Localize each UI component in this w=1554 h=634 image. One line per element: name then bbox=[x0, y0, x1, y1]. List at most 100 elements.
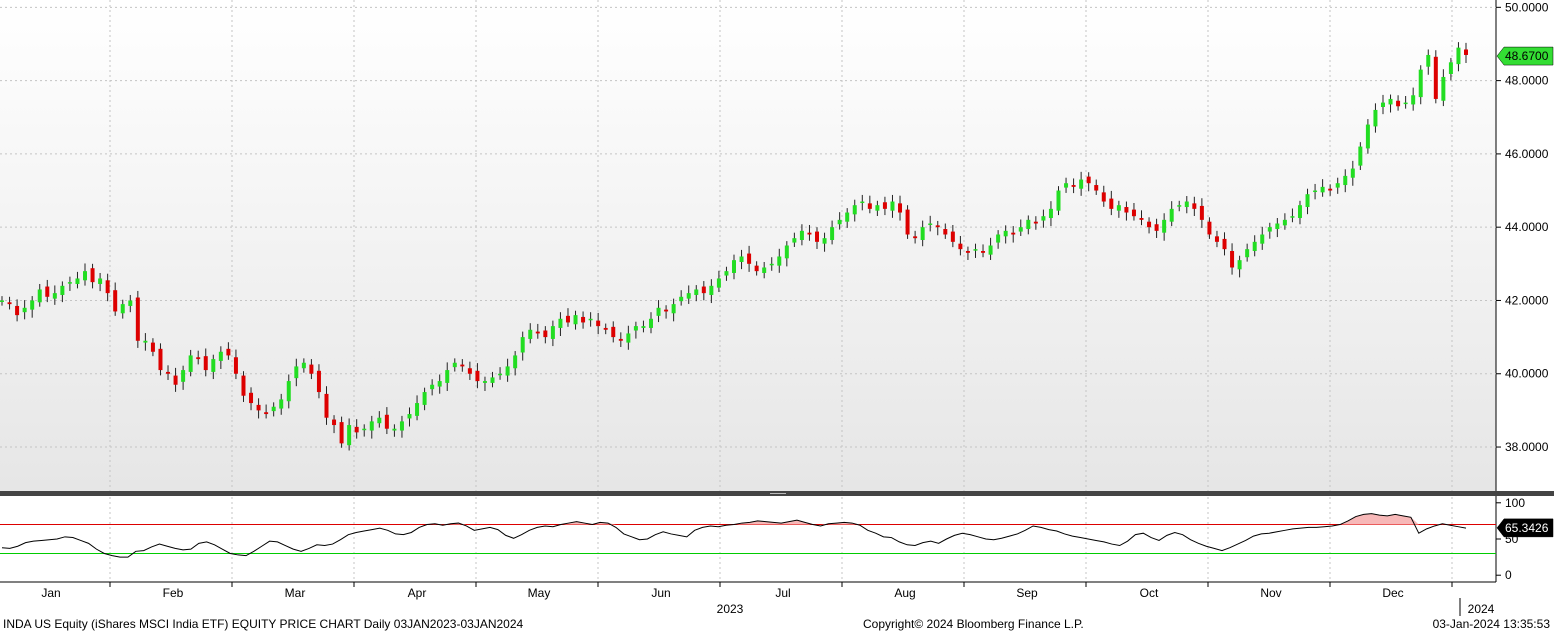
candle-body bbox=[1048, 208, 1053, 219]
candle-body bbox=[226, 348, 231, 356]
candle-body bbox=[105, 280, 110, 294]
candle-body bbox=[799, 230, 804, 241]
candle-body bbox=[279, 399, 284, 409]
candle-body bbox=[362, 428, 367, 431]
candle-body bbox=[641, 326, 646, 328]
candle-body bbox=[648, 318, 653, 328]
candle-body bbox=[309, 364, 314, 374]
candle-body bbox=[1086, 176, 1091, 184]
candle-body bbox=[30, 300, 35, 310]
candle-body bbox=[271, 406, 276, 412]
candle-body bbox=[1388, 98, 1393, 105]
rsi-group bbox=[0, 513, 1496, 558]
last-value-badges: 48.6700 65.3426 bbox=[1496, 46, 1554, 538]
candle-body bbox=[233, 357, 238, 374]
candle-body bbox=[241, 375, 246, 396]
candle-body bbox=[694, 289, 699, 295]
last-rsi-label: 65.3426 bbox=[1505, 521, 1549, 535]
candle-body bbox=[1320, 186, 1325, 193]
candles-group bbox=[0, 42, 1468, 451]
candle-body bbox=[407, 414, 412, 419]
candle-body bbox=[1396, 100, 1401, 107]
candle-body bbox=[618, 338, 623, 341]
candle-body bbox=[430, 384, 435, 390]
candle-body bbox=[1131, 209, 1136, 217]
candle-body bbox=[475, 370, 480, 382]
candle-body bbox=[60, 285, 65, 295]
candle-body bbox=[203, 356, 208, 371]
candle-body bbox=[1433, 56, 1438, 99]
candle-body bbox=[256, 404, 261, 411]
candle-body bbox=[1162, 219, 1167, 233]
candle-body bbox=[905, 209, 910, 235]
candle-body bbox=[498, 373, 503, 376]
rsi-panel-background bbox=[0, 497, 1496, 581]
month-label: Oct bbox=[1140, 586, 1159, 600]
candle-body bbox=[1184, 201, 1189, 208]
candle-body bbox=[264, 412, 269, 415]
candle-body bbox=[75, 278, 80, 284]
candle-body bbox=[1448, 62, 1453, 75]
candle-body bbox=[777, 256, 782, 266]
candle-body bbox=[898, 203, 903, 213]
candle-body bbox=[1267, 227, 1272, 232]
candle-body bbox=[384, 414, 389, 429]
price-tick-label: 46.0000 bbox=[1505, 147, 1549, 161]
candle-body bbox=[543, 330, 548, 338]
month-label: Aug bbox=[894, 586, 915, 600]
next-year-label: 2024 bbox=[1468, 602, 1495, 616]
rsi-overbought-fill bbox=[560, 521, 593, 525]
candle-body bbox=[1365, 124, 1370, 149]
candle-body bbox=[392, 428, 397, 431]
candle-body bbox=[1071, 185, 1076, 187]
candle-body bbox=[739, 256, 744, 262]
candle-body bbox=[1418, 69, 1423, 98]
candle-body bbox=[1403, 102, 1408, 105]
candle-body bbox=[875, 205, 880, 211]
candle-body bbox=[452, 362, 457, 368]
rsi-line bbox=[1, 513, 1467, 558]
price-tick-label: 42.0000 bbox=[1505, 293, 1549, 307]
candle-body bbox=[701, 286, 706, 294]
candle-body bbox=[316, 370, 321, 393]
candle-body bbox=[1335, 183, 1340, 188]
candle-body bbox=[965, 250, 970, 253]
candle-body bbox=[769, 263, 774, 266]
candle-body bbox=[845, 212, 850, 222]
candle-body bbox=[1282, 219, 1287, 226]
month-label: Mar bbox=[285, 586, 306, 600]
candle-body bbox=[724, 271, 729, 276]
candle-body bbox=[1003, 230, 1008, 237]
candle-body bbox=[1290, 216, 1295, 218]
candle-body bbox=[1116, 205, 1121, 211]
candle-body bbox=[550, 326, 555, 339]
candle-body bbox=[784, 245, 789, 259]
rsi-tick-label: 0 bbox=[1505, 568, 1512, 582]
candle-body bbox=[482, 381, 487, 383]
rsi-tick-label: 100 bbox=[1505, 496, 1525, 510]
candle-body bbox=[1237, 260, 1242, 270]
candle-body bbox=[1154, 224, 1159, 231]
candle-body bbox=[445, 370, 450, 383]
candle-body bbox=[1305, 194, 1310, 208]
candle-body bbox=[1056, 190, 1061, 211]
candle-body bbox=[354, 426, 359, 433]
candle-body bbox=[339, 422, 344, 444]
candle-body bbox=[505, 366, 510, 376]
candle-body bbox=[520, 337, 525, 353]
candle-body bbox=[852, 205, 857, 215]
candle-body bbox=[581, 316, 586, 323]
candle-body bbox=[0, 300, 4, 302]
candle-body bbox=[1192, 203, 1197, 209]
price-tick-label: 38.0000 bbox=[1505, 440, 1549, 454]
candle-body bbox=[1464, 49, 1468, 55]
candle-body bbox=[528, 329, 533, 339]
candle-body bbox=[399, 421, 404, 431]
year-label: 2023 bbox=[717, 602, 744, 616]
candle-body bbox=[128, 300, 133, 306]
candle-body bbox=[1275, 223, 1280, 230]
candle-body bbox=[943, 229, 948, 235]
candle-body bbox=[882, 202, 887, 209]
timestamp: 03-Jan-2024 13:35:53 bbox=[1432, 617, 1550, 631]
candle-body bbox=[422, 392, 427, 405]
